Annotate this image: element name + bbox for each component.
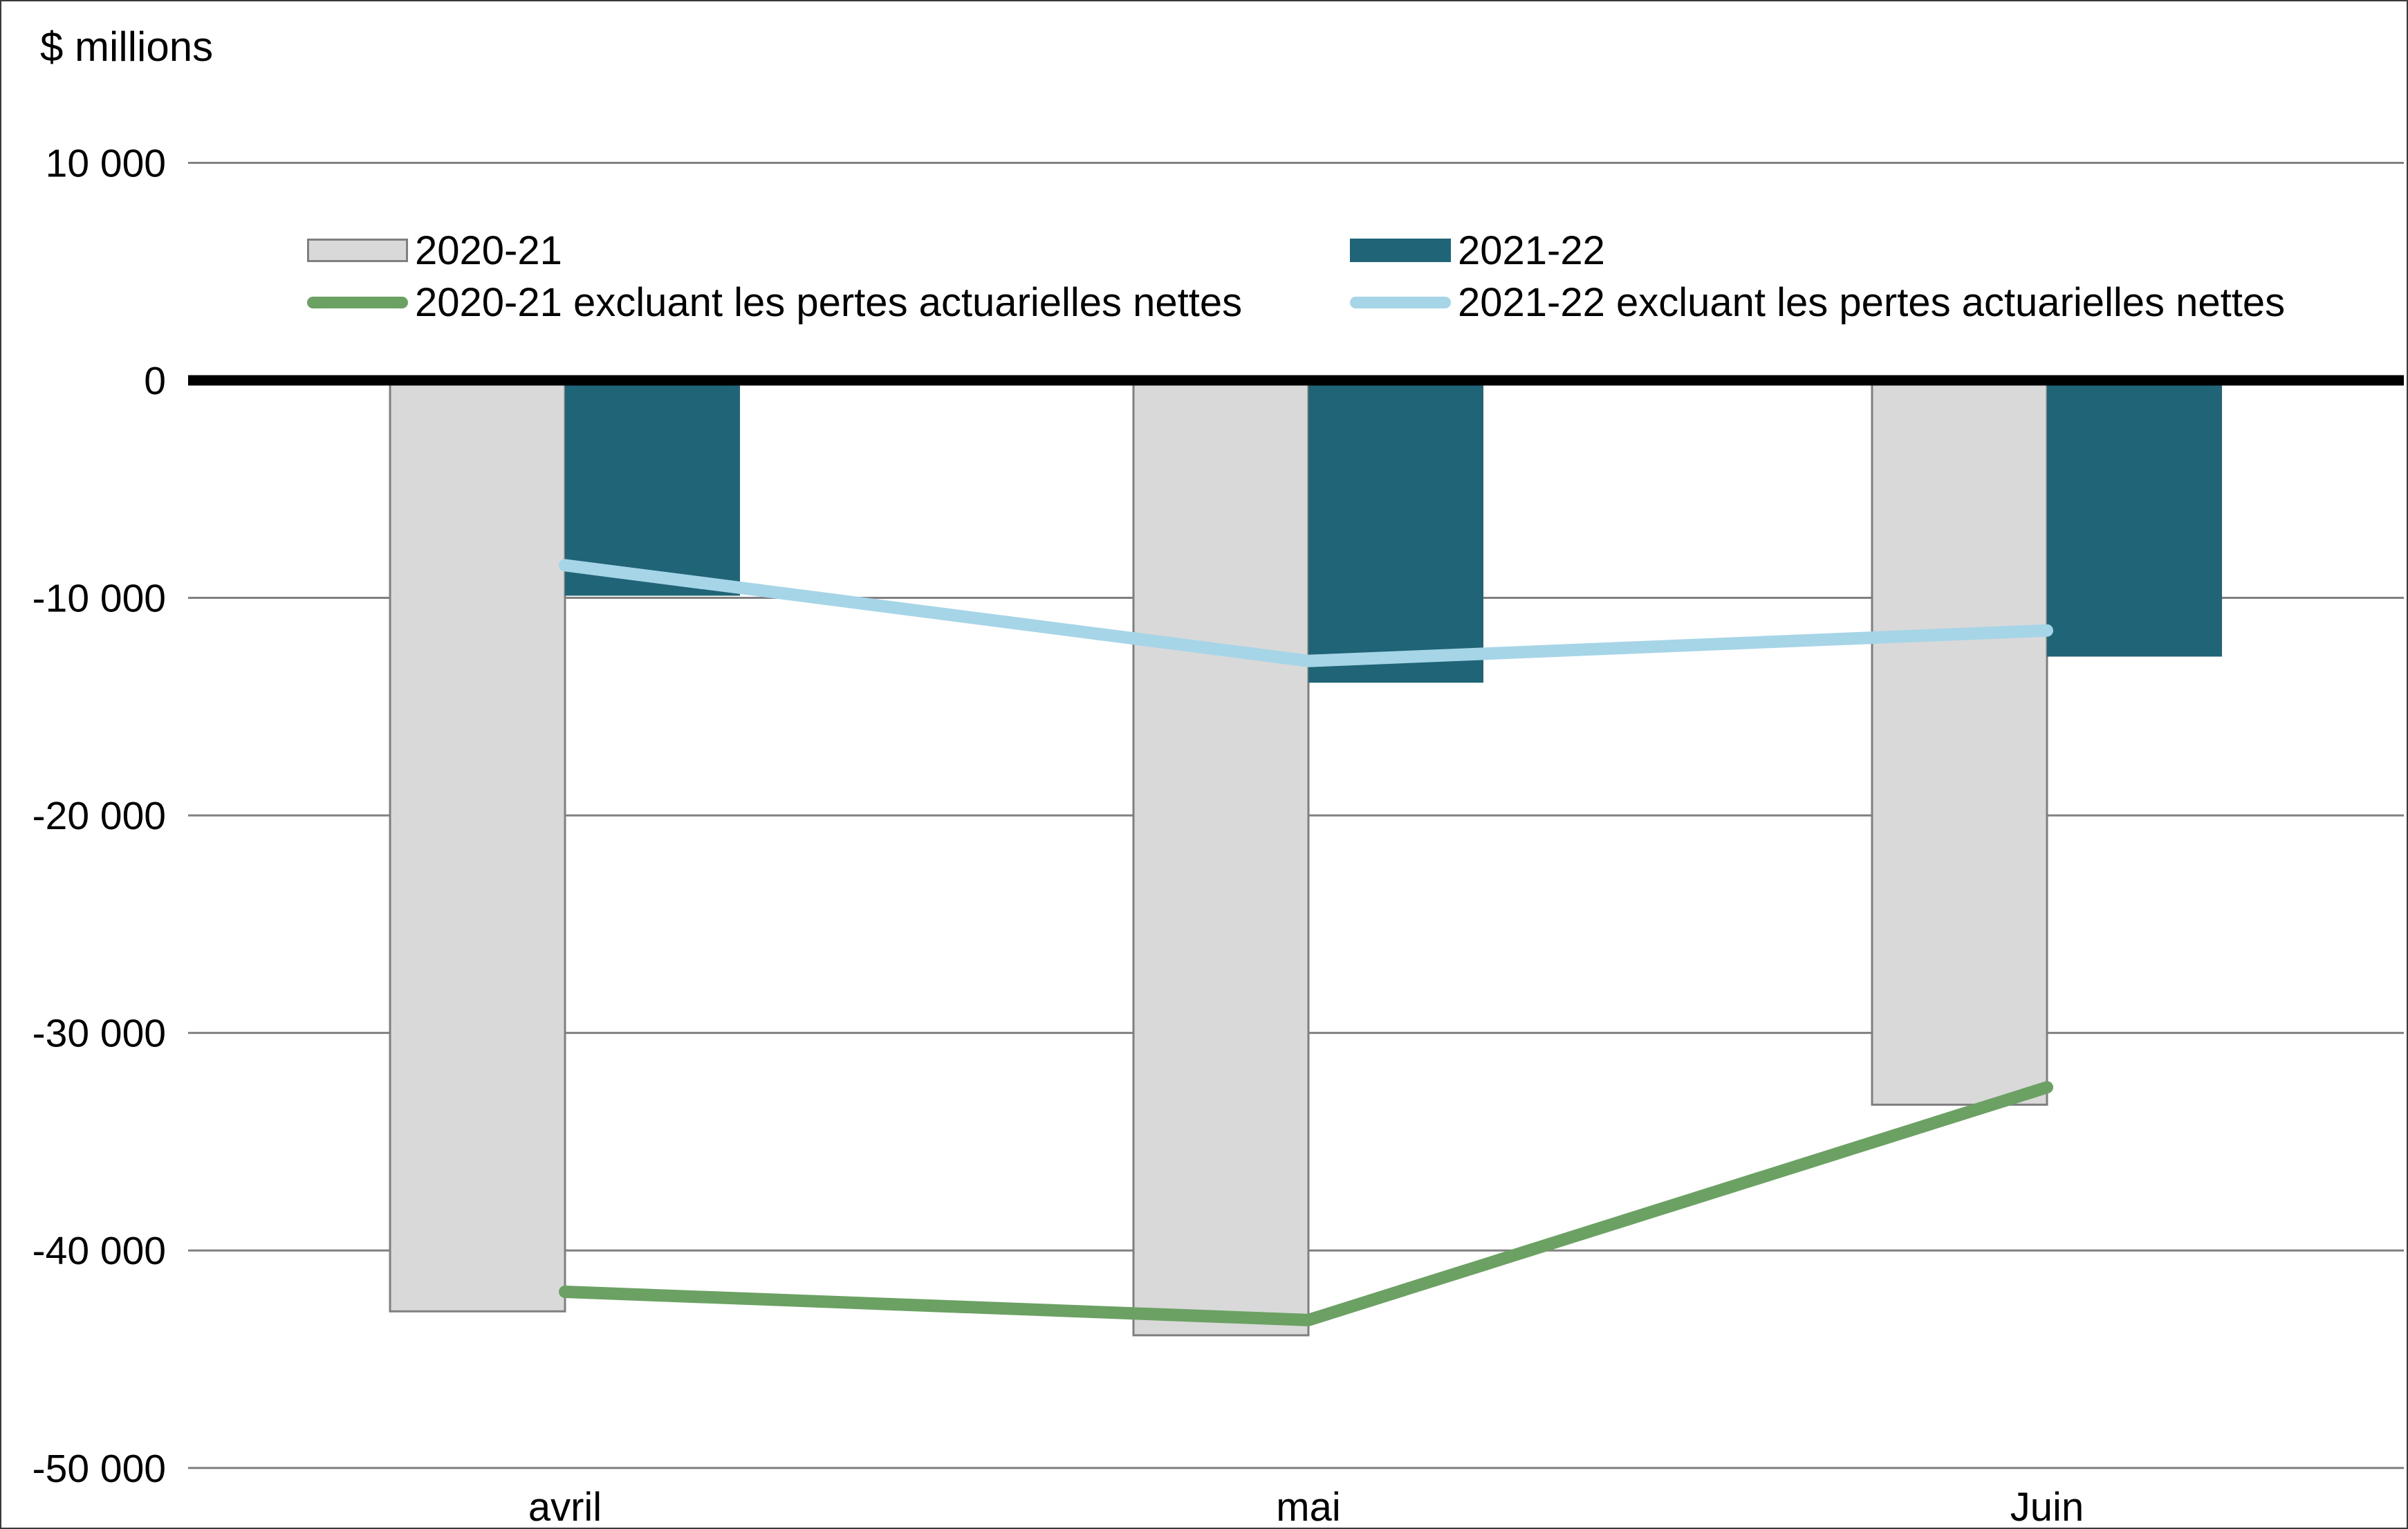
y-axis-label--20000: -20 000 xyxy=(33,794,166,838)
y-axis-label--10000: -10 000 xyxy=(33,577,166,621)
x-axis-label-avril: avril xyxy=(528,1485,602,1529)
bar-2021-22-mai xyxy=(1308,380,1483,683)
bar-2020-21-mai xyxy=(1132,379,1310,1337)
y-axis-label--40000: -40 000 xyxy=(33,1229,166,1273)
bar-2020-21-Juin xyxy=(1871,379,2048,1106)
bar-2020-21-avril xyxy=(389,379,566,1313)
bar-2021-22-Juin xyxy=(2047,380,2222,657)
x-axis-label-Juin: Juin xyxy=(2010,1485,2084,1529)
bar-2021-22-avril xyxy=(565,380,740,596)
x-axis-label-mai: mai xyxy=(1276,1485,1340,1529)
chart-title: $ millions xyxy=(40,24,214,70)
y-axis-label-0: 0 xyxy=(144,359,166,403)
y-axis-label--30000: -30 000 xyxy=(33,1012,166,1056)
line-series-0 xyxy=(559,1081,2053,1326)
y-axis-label--50000: -50 000 xyxy=(33,1447,166,1491)
line-series-1 xyxy=(559,559,2053,667)
y-axis-label-10000: 10 000 xyxy=(46,141,166,185)
